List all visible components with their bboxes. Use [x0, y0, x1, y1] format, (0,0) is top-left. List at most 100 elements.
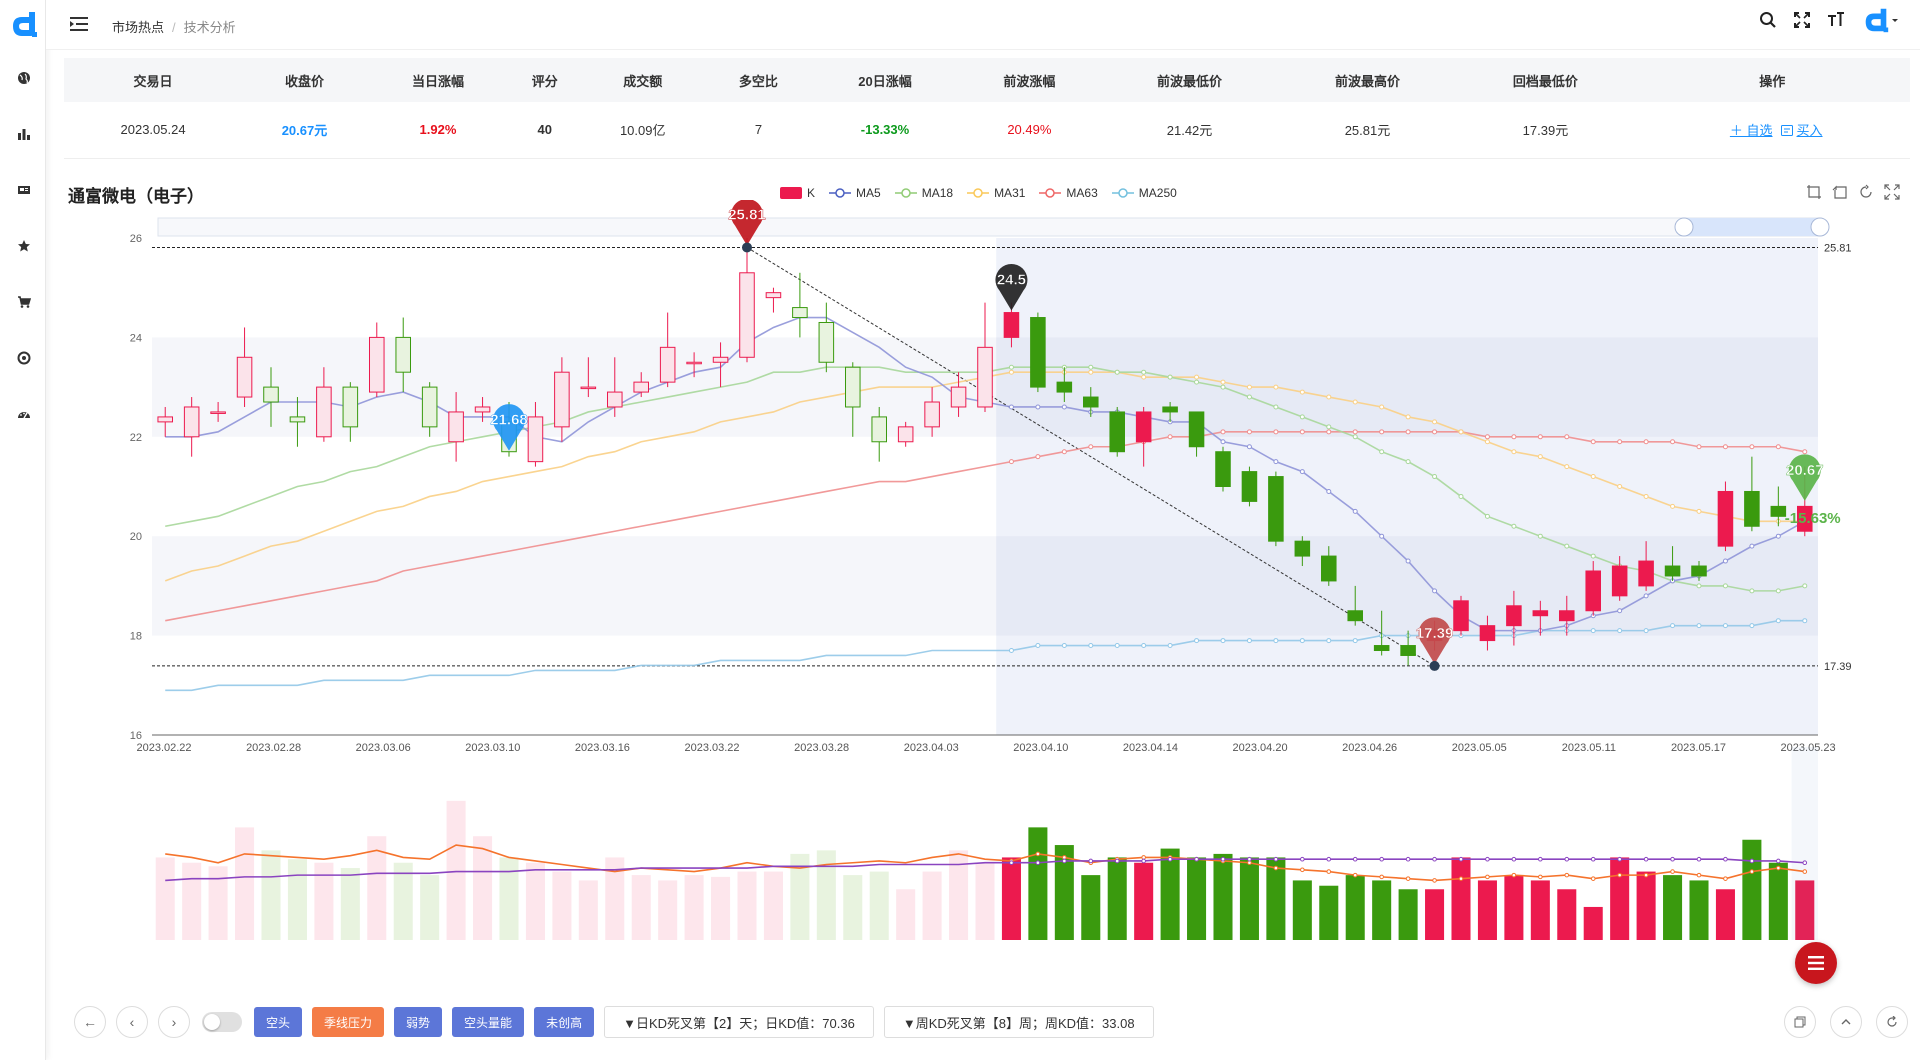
volume-bar[interactable] — [949, 850, 969, 940]
mode-toggle[interactable] — [202, 1012, 242, 1032]
candle-body[interactable] — [686, 361, 702, 365]
volume-bar[interactable] — [208, 866, 228, 940]
volume-bar[interactable] — [1583, 906, 1603, 940]
volume-bar[interactable] — [1530, 880, 1550, 940]
volume-bar[interactable] — [393, 862, 413, 940]
signal-tag-2[interactable]: 弱势 — [394, 1007, 443, 1037]
volume-bar[interactable] — [182, 862, 202, 940]
candle-body[interactable] — [1770, 505, 1787, 517]
volume-bar[interactable] — [1715, 889, 1735, 940]
candle-body[interactable] — [1135, 411, 1152, 443]
volume-bar[interactable] — [1451, 857, 1471, 940]
restore-icon[interactable] — [1858, 184, 1874, 200]
volume-bar[interactable] — [261, 850, 281, 940]
candle-body[interactable] — [792, 307, 808, 319]
next-button[interactable]: › — [158, 1006, 190, 1038]
news-icon[interactable] — [16, 182, 32, 198]
menu-fold-icon[interactable] — [70, 16, 88, 32]
font-size-icon[interactable] — [1826, 10, 1846, 30]
volume-bar[interactable] — [631, 875, 651, 940]
candle-body[interactable] — [395, 336, 411, 373]
candle-body[interactable] — [1744, 490, 1760, 527]
legend-item-ma250[interactable]: MA250 — [1111, 186, 1177, 200]
candle-body[interactable] — [1400, 645, 1416, 656]
volume-bar[interactable] — [1266, 857, 1286, 940]
candle-body[interactable] — [527, 416, 544, 463]
datazoom-handle-right[interactable] — [1810, 217, 1830, 237]
breadcrumb-parent[interactable]: 市场热点 — [112, 20, 165, 35]
volume-bar[interactable] — [1107, 857, 1127, 940]
signal-tag-0[interactable]: 空头 — [254, 1007, 303, 1037]
candle-body[interactable] — [1083, 396, 1099, 408]
zoom-select-icon[interactable] — [1806, 184, 1822, 200]
candle-body[interactable] — [1479, 625, 1496, 642]
candle-body[interactable] — [236, 356, 253, 398]
volume-bar[interactable] — [1636, 871, 1656, 940]
candle-body[interactable] — [633, 381, 649, 393]
back-button[interactable]: ← — [74, 1006, 106, 1038]
volume-bar[interactable] — [658, 880, 678, 940]
volume-bar[interactable] — [446, 800, 466, 940]
volume-bar[interactable] — [1213, 853, 1233, 940]
candle-body[interactable] — [580, 386, 597, 390]
add-watch-button[interactable]: ＋ 自选 — [1730, 123, 1773, 138]
volume-bar[interactable] — [711, 876, 731, 940]
candle-body[interactable] — [1691, 565, 1707, 577]
candle-body[interactable] — [474, 406, 491, 413]
volume-bar[interactable] — [1001, 857, 1021, 940]
volume-bar[interactable] — [552, 871, 572, 940]
volume-bar[interactable] — [578, 880, 598, 940]
volume-bar[interactable] — [525, 862, 545, 940]
volume-bar[interactable] — [1372, 880, 1392, 940]
app-logo-icon[interactable] — [8, 8, 40, 40]
candle-body[interactable] — [289, 416, 306, 423]
candle-body[interactable] — [712, 356, 729, 363]
legend-item-ma31[interactable]: MA31 — [967, 186, 1025, 200]
volume-bar[interactable] — [1187, 857, 1207, 940]
candle-body[interactable] — [1030, 317, 1046, 388]
volume-bar[interactable] — [1610, 857, 1630, 940]
candle-body[interactable] — [1321, 555, 1337, 582]
candle-body[interactable] — [421, 386, 438, 428]
volume-bar[interactable] — [1239, 857, 1259, 940]
volume-bar[interactable] — [420, 875, 440, 940]
candle-body[interactable] — [1585, 570, 1601, 612]
candle-body[interactable] — [1532, 610, 1549, 617]
candle-body[interactable] — [554, 371, 570, 428]
candle-body[interactable] — [1664, 565, 1681, 577]
candle-body[interactable] — [1506, 605, 1522, 627]
candle-body[interactable] — [1241, 471, 1258, 502]
volume-bar[interactable] — [1663, 875, 1683, 940]
candle-body[interactable] — [1162, 406, 1178, 413]
volume-bar[interactable] — [1054, 845, 1074, 940]
volume-bar[interactable] — [1398, 889, 1418, 940]
candle-body[interactable] — [739, 272, 755, 358]
cart-icon[interactable] — [16, 294, 32, 310]
volume-bar[interactable] — [1689, 880, 1709, 940]
candle-body[interactable] — [659, 346, 676, 383]
candle-body[interactable] — [924, 401, 940, 428]
volume-bar[interactable] — [1768, 862, 1788, 940]
scroll-top-button[interactable] — [1830, 1006, 1862, 1038]
volume-bar[interactable] — [1292, 880, 1312, 940]
volume-bar[interactable] — [1557, 889, 1577, 940]
globe-icon[interactable] — [16, 70, 32, 86]
copy-button[interactable] — [1784, 1006, 1816, 1038]
volume-bar[interactable] — [737, 871, 757, 940]
legend-item-ma5[interactable]: MA5 — [829, 186, 881, 200]
datazoom-window[interactable] — [1684, 218, 1820, 236]
candle-body[interactable] — [1717, 490, 1734, 547]
volume-bar[interactable] — [605, 857, 625, 940]
floating-menu-button[interactable] — [1795, 942, 1837, 984]
refresh-button[interactable] — [1876, 1006, 1908, 1038]
save-image-icon[interactable] — [1884, 184, 1900, 200]
volume-bar[interactable] — [896, 889, 916, 940]
buy-button[interactable]: 买入 — [1780, 123, 1823, 138]
candle-body[interactable] — [1611, 565, 1628, 597]
candle-body[interactable] — [845, 366, 861, 408]
candle-body[interactable] — [1559, 610, 1575, 622]
star-icon[interactable] — [16, 238, 32, 254]
volume-bar[interactable] — [473, 836, 493, 940]
candle-body[interactable] — [1109, 411, 1125, 453]
